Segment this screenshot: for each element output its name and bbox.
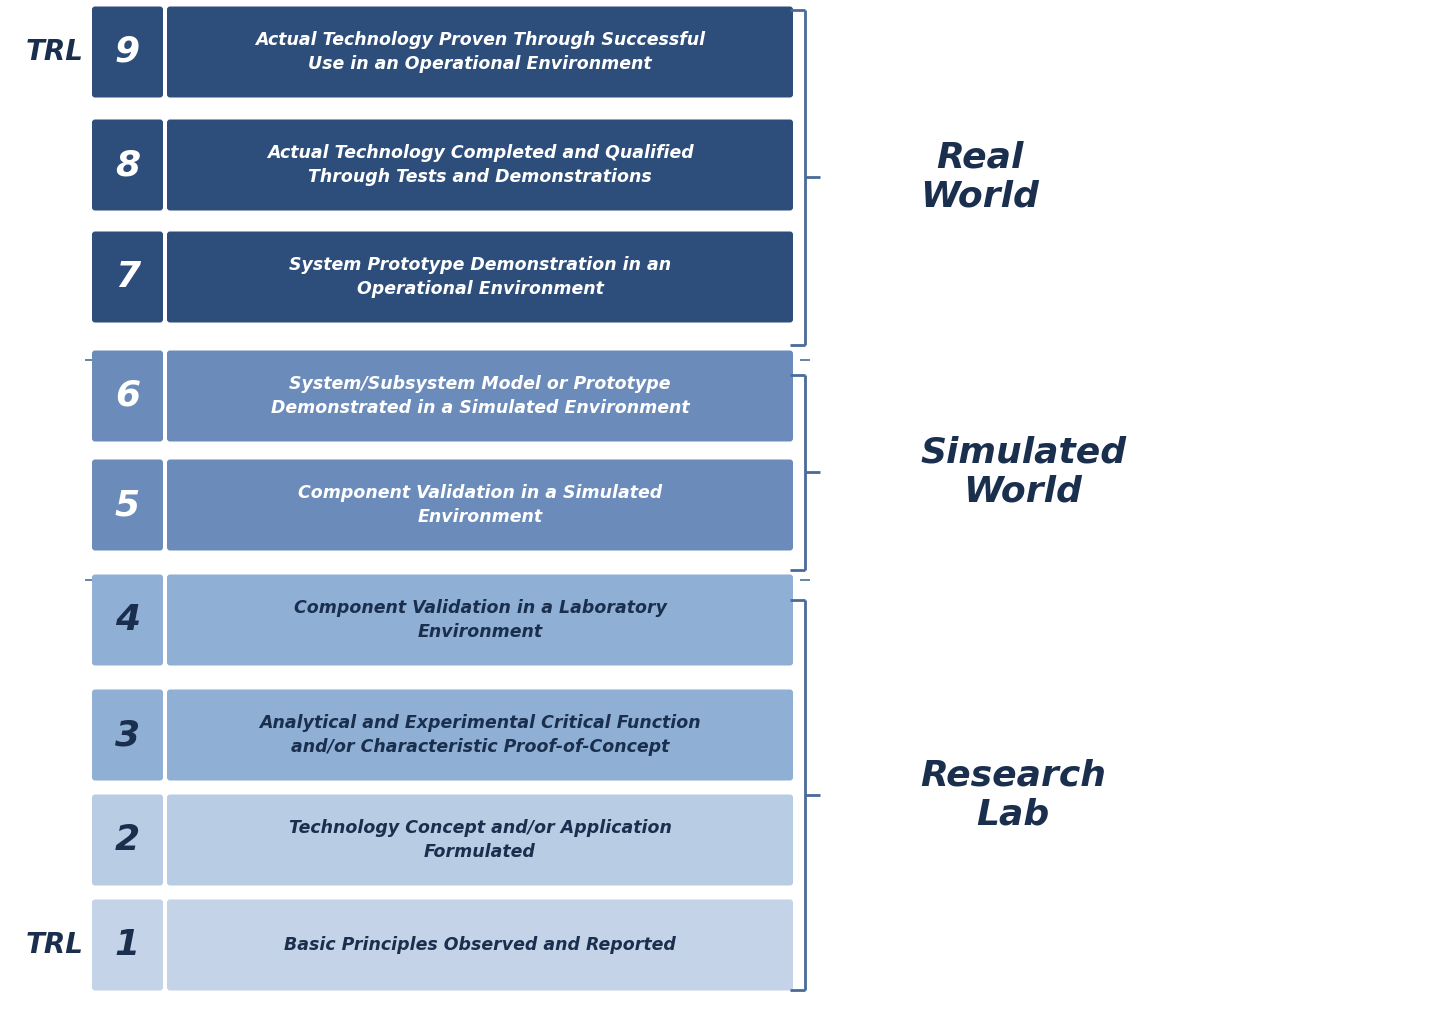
FancyBboxPatch shape [167, 231, 792, 323]
Text: 5: 5 [115, 488, 139, 522]
Text: 1: 1 [115, 928, 139, 962]
Text: 6: 6 [115, 379, 139, 413]
FancyBboxPatch shape [167, 6, 792, 98]
FancyBboxPatch shape [167, 899, 792, 991]
FancyBboxPatch shape [92, 6, 162, 98]
Text: 4: 4 [115, 603, 139, 637]
Text: System/Subsystem Model or Prototype
Demonstrated in a Simulated Environment: System/Subsystem Model or Prototype Demo… [270, 375, 689, 417]
Text: 9: 9 [115, 35, 139, 69]
Text: Real
World: Real World [920, 140, 1038, 214]
Text: TRL: TRL [26, 931, 83, 959]
FancyBboxPatch shape [92, 459, 162, 551]
FancyBboxPatch shape [167, 574, 792, 666]
Text: 8: 8 [115, 148, 139, 182]
FancyBboxPatch shape [167, 689, 792, 781]
FancyBboxPatch shape [167, 119, 792, 211]
FancyBboxPatch shape [92, 350, 162, 442]
FancyBboxPatch shape [167, 794, 792, 886]
Text: 3: 3 [115, 718, 139, 752]
FancyBboxPatch shape [92, 119, 162, 211]
FancyBboxPatch shape [167, 459, 792, 551]
Text: 2: 2 [115, 823, 139, 857]
Text: Actual Technology Proven Through Successful
Use in an Operational Environment: Actual Technology Proven Through Success… [255, 31, 705, 73]
FancyBboxPatch shape [92, 574, 162, 666]
Text: 7: 7 [115, 260, 139, 294]
Text: Component Validation in a Laboratory
Environment: Component Validation in a Laboratory Env… [293, 599, 666, 641]
Text: Simulated
World: Simulated World [920, 435, 1126, 509]
FancyBboxPatch shape [92, 899, 162, 991]
FancyBboxPatch shape [92, 794, 162, 886]
Text: System Prototype Demonstration in an
Operational Environment: System Prototype Demonstration in an Ope… [289, 256, 672, 298]
Text: TRL: TRL [26, 38, 83, 66]
Text: Actual Technology Completed and Qualified
Through Tests and Demonstrations: Actual Technology Completed and Qualifie… [266, 144, 693, 186]
Text: Technology Concept and/or Application
Formulated: Technology Concept and/or Application Fo… [289, 819, 672, 861]
FancyBboxPatch shape [92, 231, 162, 323]
Text: Research
Lab: Research Lab [920, 759, 1106, 831]
Text: Analytical and Experimental Critical Function
and/or Characteristic Proof-of-Con: Analytical and Experimental Critical Fun… [259, 714, 700, 756]
FancyBboxPatch shape [167, 350, 792, 442]
FancyBboxPatch shape [92, 689, 162, 781]
Text: Basic Principles Observed and Reported: Basic Principles Observed and Reported [285, 936, 676, 954]
Text: Component Validation in a Simulated
Environment: Component Validation in a Simulated Envi… [298, 484, 661, 526]
